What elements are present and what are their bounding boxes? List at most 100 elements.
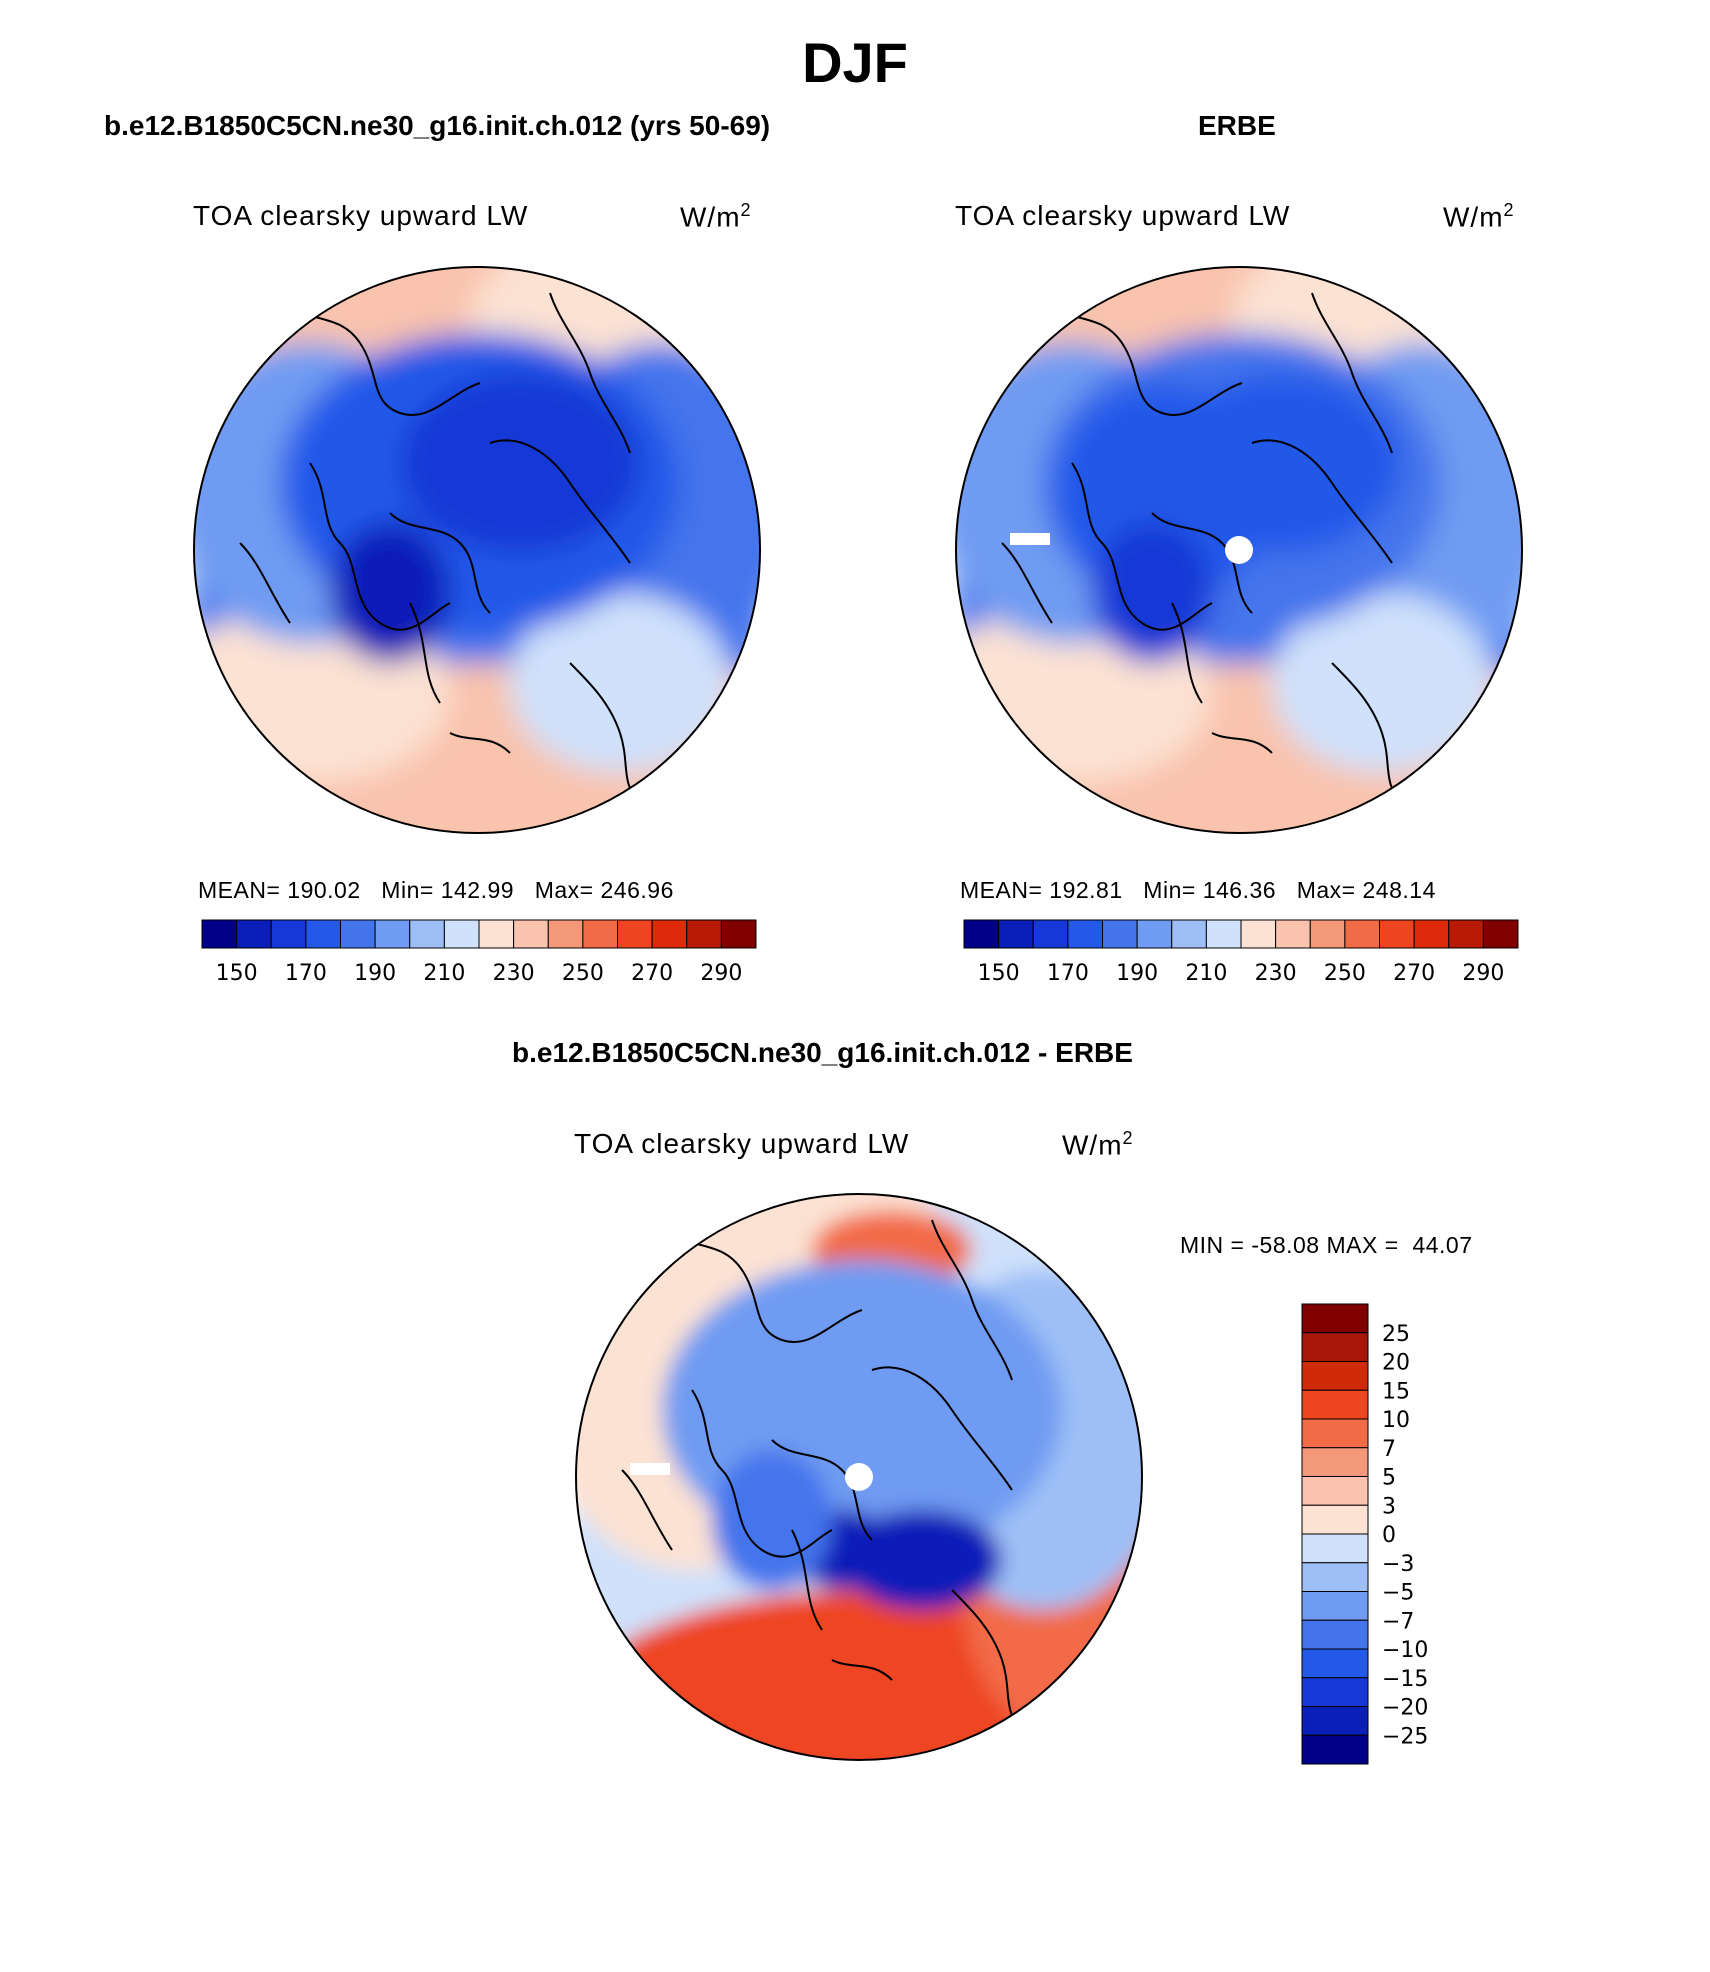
colorbar-tick-label: −20 — [1382, 1696, 1428, 1721]
panel-3-max: 44.07 — [1412, 1232, 1473, 1258]
colorbar-cell — [340, 919, 376, 949]
colorbar-cell — [1067, 919, 1103, 949]
colorbar-cell — [1301, 1389, 1369, 1420]
colorbar-cell — [478, 919, 515, 949]
panel-3-polar-map — [575, 1193, 1143, 1761]
colorbar-cell — [374, 919, 411, 949]
panel-1-min: 142.99 — [440, 877, 515, 903]
colorbar-cell — [1240, 919, 1277, 949]
colorbar-cell — [1413, 919, 1450, 949]
panel-2-missing-data-patch — [1010, 533, 1050, 545]
colorbar-tick-label: 20 — [1382, 1351, 1410, 1376]
colorbar-cell — [547, 919, 584, 949]
region-scandinavia — [1272, 593, 1492, 773]
region-greenland — [712, 1450, 832, 1590]
panel-3-colorbar: 25 20 15 10 7 5 3 0 −3 −5 −7 −10 −15 −20 −25 — [1301, 1303, 1428, 1765]
colorbar-cell — [1301, 1677, 1369, 1707]
colorbar-tick-label: 15 — [1382, 1379, 1410, 1404]
colorbar-tick-label: −5 — [1382, 1581, 1414, 1606]
region-central-arctic — [400, 373, 640, 553]
panel-1-colorbar: 150 170 190 210 230 250 270 290 — [201, 919, 757, 986]
colorbar-cell — [1301, 1361, 1369, 1391]
colorbar-cell — [1301, 1648, 1369, 1679]
main-title: DJF — [802, 31, 908, 94]
colorbar-tick-label: −25 — [1382, 1724, 1428, 1749]
panel-2-title: ERBE — [1198, 110, 1276, 141]
panel-2-polar-map — [955, 266, 1523, 834]
colorbar-cell — [686, 919, 722, 949]
colorbar-cell — [1309, 919, 1346, 949]
colorbar-cell — [1482, 919, 1519, 949]
colorbar-tick-label: 230 — [493, 961, 535, 986]
colorbar-tick-label: 10 — [1382, 1408, 1410, 1433]
colorbar-cell — [236, 919, 272, 949]
colorbar-tick-label: 210 — [423, 961, 465, 986]
region-central-arctic — [1162, 373, 1402, 553]
colorbar-cell — [1301, 1303, 1369, 1334]
panel-3-stats: MIN = -58.08 MAX = 44.07 — [1180, 1232, 1473, 1258]
colorbar-cell — [1344, 919, 1380, 949]
colorbar-cell — [409, 919, 445, 949]
panel-2-pole-hole — [1225, 536, 1253, 564]
panel-2-mean: 192.81 — [1049, 877, 1123, 903]
colorbar-cell — [1171, 919, 1207, 949]
colorbar-tick-label: 270 — [1393, 961, 1435, 986]
panel-3-missing-data-patch — [630, 1463, 670, 1475]
colorbar-cell — [1205, 919, 1242, 949]
colorbar-cell — [1301, 1533, 1369, 1564]
colorbar-cell — [1301, 1734, 1369, 1765]
panel-1-variable-label: TOA clearsky upward LW — [193, 200, 529, 231]
panel-3-map-border — [575, 1193, 1143, 1761]
colorbar-tick-label: 190 — [354, 961, 396, 986]
colorbar-tick-label: 190 — [1116, 961, 1158, 986]
colorbar-tick-label: 150 — [978, 961, 1020, 986]
colorbar-cell — [270, 919, 307, 949]
colorbar-cell — [1448, 919, 1484, 949]
colorbar-cell — [1301, 1418, 1369, 1449]
panel-3-coastlines — [621, 1219, 1023, 1731]
colorbar-cell — [963, 919, 1000, 949]
colorbar-tick-label: −3 — [1382, 1552, 1414, 1577]
colorbar-cell — [617, 919, 653, 949]
colorbar-tick-label: −15 — [1382, 1667, 1428, 1692]
panel-3-units: W/m2 — [1062, 1128, 1134, 1161]
colorbar-cell — [1275, 919, 1311, 949]
region-scandinavia — [510, 593, 730, 773]
colorbar-cell — [1301, 1476, 1369, 1506]
colorbar-cell — [582, 919, 618, 949]
panel-3-min: -58.08 — [1251, 1232, 1320, 1258]
colorbar-cell — [305, 919, 341, 949]
colorbar-tick-label: 210 — [1185, 961, 1227, 986]
colorbar-cell — [1102, 919, 1138, 949]
colorbar-cell — [1301, 1562, 1369, 1592]
colorbar-tick-label: 290 — [1462, 961, 1504, 986]
panel-2-coastlines — [1001, 292, 1403, 804]
colorbar-cell — [1301, 1591, 1369, 1621]
colorbar-tick-label: 170 — [285, 961, 327, 986]
colorbar-cell — [651, 919, 688, 949]
panel-1-coastlines — [239, 292, 641, 804]
colorbar-tick-label: −7 — [1382, 1609, 1414, 1634]
panel-2-colorbar: 150 170 190 210 230 250 270 290 — [963, 919, 1519, 986]
colorbar-cell — [201, 919, 238, 949]
panel-1-units: W/m2 — [680, 200, 752, 233]
panel-3-title: b.e12.B1850C5CN.ne30_g16.init.ch.012 - E… — [512, 1037, 1133, 1068]
panel-1-mean: 190.02 — [287, 877, 361, 903]
panel-2-min: 146.36 — [1202, 877, 1277, 903]
colorbar-cell — [1301, 1504, 1369, 1535]
panel-3-pole-hole — [845, 1463, 873, 1491]
colorbar-tick-label: 270 — [631, 961, 673, 986]
colorbar-cell — [1301, 1447, 1369, 1477]
colorbar-cell — [1301, 1332, 1369, 1362]
panel-1-max: 246.96 — [600, 877, 674, 903]
colorbar-tick-label: −10 — [1382, 1638, 1428, 1663]
colorbar-cell — [998, 919, 1034, 949]
panel-1-stats: MEAN= 190.02 Min= 142.99 Max= 246.96 — [198, 877, 674, 903]
colorbar-tick-label: 230 — [1255, 961, 1297, 986]
panel-2-units: W/m2 — [1443, 200, 1515, 233]
colorbar-tick-label: 0 — [1382, 1523, 1396, 1548]
panel-1-polar-map — [193, 266, 761, 834]
colorbar-cell — [513, 919, 549, 949]
colorbar-cell — [1301, 1619, 1369, 1650]
colorbar-tick-label: 7 — [1382, 1437, 1396, 1462]
